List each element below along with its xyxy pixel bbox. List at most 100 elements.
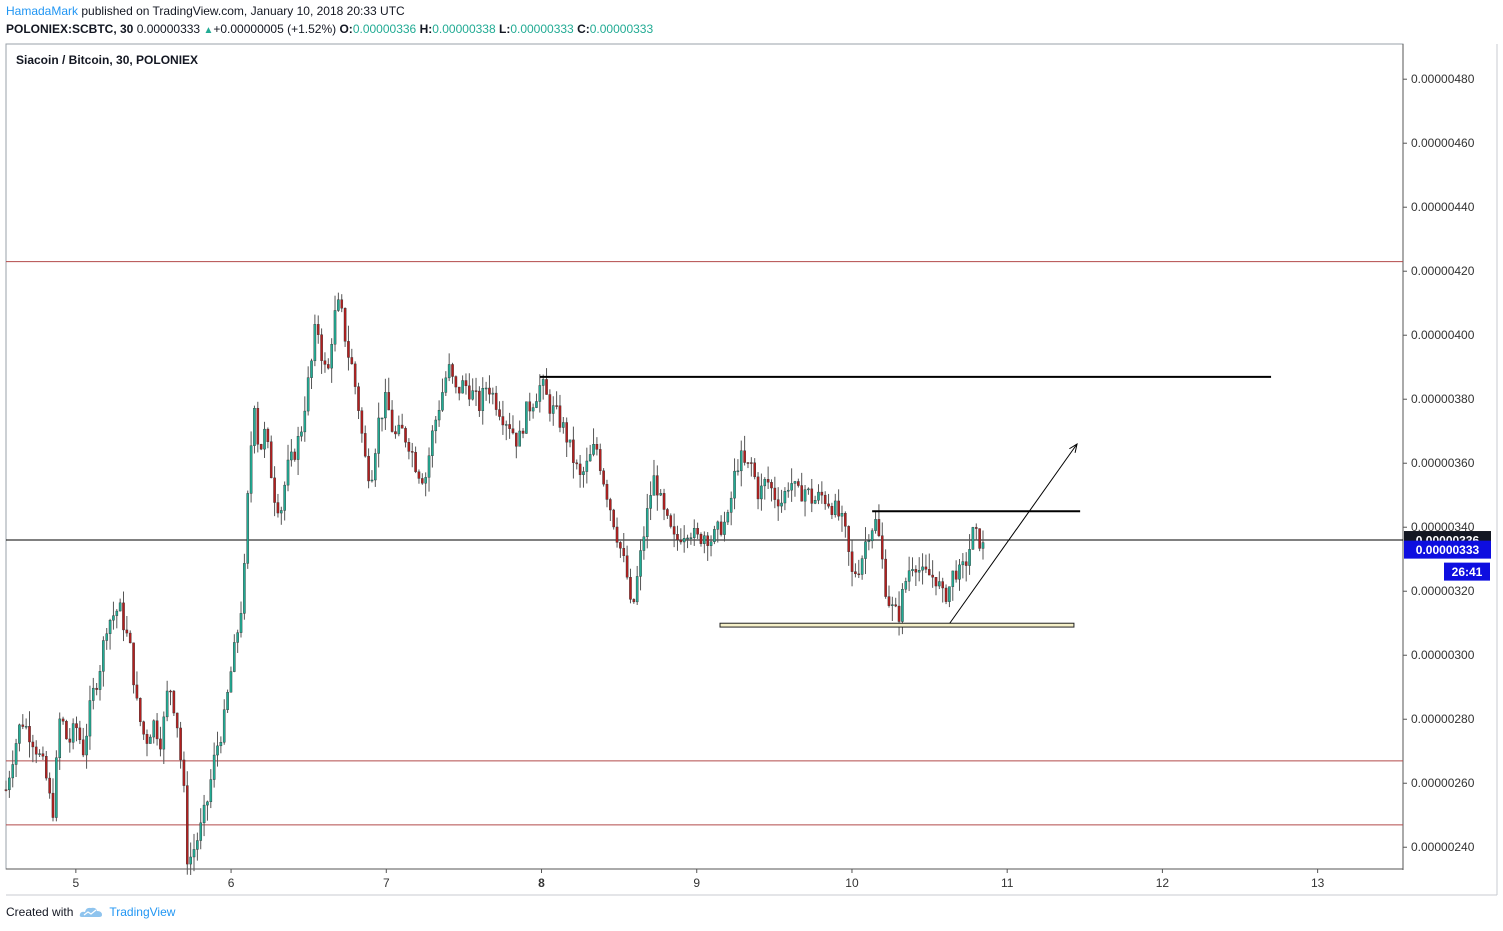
candle-body	[142, 721, 145, 735]
author-link[interactable]: HamadaMark	[6, 4, 79, 18]
candle-body	[968, 549, 971, 566]
candle-body	[948, 586, 951, 602]
candle-body	[830, 505, 834, 515]
candle-body	[175, 712, 179, 729]
candle-body	[296, 436, 300, 460]
candle-body	[8, 777, 11, 791]
candle-body	[609, 499, 612, 511]
candle-body	[911, 569, 914, 571]
candle-body	[981, 542, 985, 549]
candle-body	[276, 502, 280, 514]
candle-body	[4, 789, 8, 791]
candle-body	[844, 513, 847, 527]
candle-body	[451, 364, 454, 377]
candle-body	[457, 386, 461, 394]
candle-body	[447, 364, 451, 379]
y-tick-label: 0.00000280	[1411, 712, 1475, 726]
candle-body	[837, 500, 840, 517]
candle-body	[313, 324, 317, 362]
y-tick-label: 0.00000440	[1411, 200, 1475, 214]
candle-body	[823, 494, 827, 505]
candle-body	[431, 430, 434, 456]
brand-label: TradingView	[109, 905, 176, 919]
candle-body	[340, 299, 344, 309]
candle-body	[642, 536, 646, 551]
candle-body	[558, 405, 562, 428]
candle-body	[622, 548, 626, 556]
y-tick-label: 0.00000400	[1411, 328, 1475, 342]
candle-body	[266, 428, 270, 442]
candle-body	[753, 462, 756, 478]
candle-body	[390, 409, 394, 432]
candle-body	[441, 392, 444, 411]
candle-body	[750, 462, 753, 464]
candle-body	[95, 687, 98, 690]
candle-body	[508, 424, 511, 429]
chart-title: Siacoin / Bitcoin, 30, POLONIEX	[16, 53, 198, 67]
candle-body	[75, 723, 78, 729]
candle-body	[958, 564, 961, 580]
candle-body	[155, 720, 159, 740]
candle-body	[666, 509, 669, 516]
candle-body	[108, 620, 112, 634]
candle-body	[713, 529, 716, 542]
candle-body	[545, 379, 548, 395]
candle-body	[484, 387, 488, 390]
candle-body	[24, 726, 28, 728]
candle-body	[370, 479, 374, 482]
candle-body	[494, 392, 498, 410]
candle-body	[102, 640, 105, 672]
footer: Created with TradingView	[6, 905, 175, 919]
candle-body	[877, 519, 881, 536]
candle-body	[229, 671, 233, 693]
candle-body	[598, 449, 602, 471]
candle-body	[776, 499, 780, 507]
candle-body	[760, 485, 763, 500]
candle-body	[51, 792, 55, 818]
candle-body	[427, 455, 431, 478]
candle-body	[669, 515, 673, 527]
candle-body	[122, 602, 125, 631]
candle-body	[766, 479, 770, 483]
price-tag-label: 0.00000333	[1416, 543, 1480, 557]
candle-body	[763, 479, 767, 487]
open-label: O:	[339, 22, 353, 36]
x-tick-label: 5	[73, 876, 80, 890]
candle-body	[410, 451, 414, 453]
candle-body	[269, 441, 273, 479]
candle-body	[743, 450, 746, 463]
candle-body	[531, 407, 535, 412]
price-tag-blue	[1404, 540, 1491, 559]
y-tick-label: 0.00000420	[1411, 264, 1475, 278]
tradingview-link[interactable]: TradingView	[79, 905, 175, 919]
candle-body	[951, 570, 955, 587]
candle-body	[330, 344, 333, 369]
candle-body	[21, 724, 25, 727]
candle-body	[954, 570, 958, 580]
candle-body	[810, 488, 814, 504]
symbol-name[interactable]: POLONIEX:SCBTC, 30	[6, 22, 134, 36]
candle-body	[11, 764, 15, 779]
candle-body	[867, 540, 871, 543]
candle-body	[421, 478, 424, 484]
candle-body	[481, 388, 485, 411]
low-value: 0.00000333	[510, 22, 574, 36]
candle-body	[179, 727, 182, 761]
x-tick-label: 8	[538, 876, 545, 890]
candle-body	[374, 453, 377, 481]
candle-body	[813, 500, 817, 504]
candle-body	[498, 409, 501, 417]
candle-body	[414, 451, 417, 472]
candle-body	[699, 534, 703, 544]
candle-body	[686, 537, 689, 540]
candle-body	[870, 530, 874, 542]
candle-body	[239, 613, 243, 633]
candle-body	[515, 432, 518, 447]
candle-body	[672, 526, 676, 535]
candle-body	[189, 856, 192, 865]
candle-body	[199, 822, 203, 841]
candle-body	[222, 709, 226, 743]
candle-body	[407, 442, 411, 452]
candle-body	[488, 387, 491, 395]
